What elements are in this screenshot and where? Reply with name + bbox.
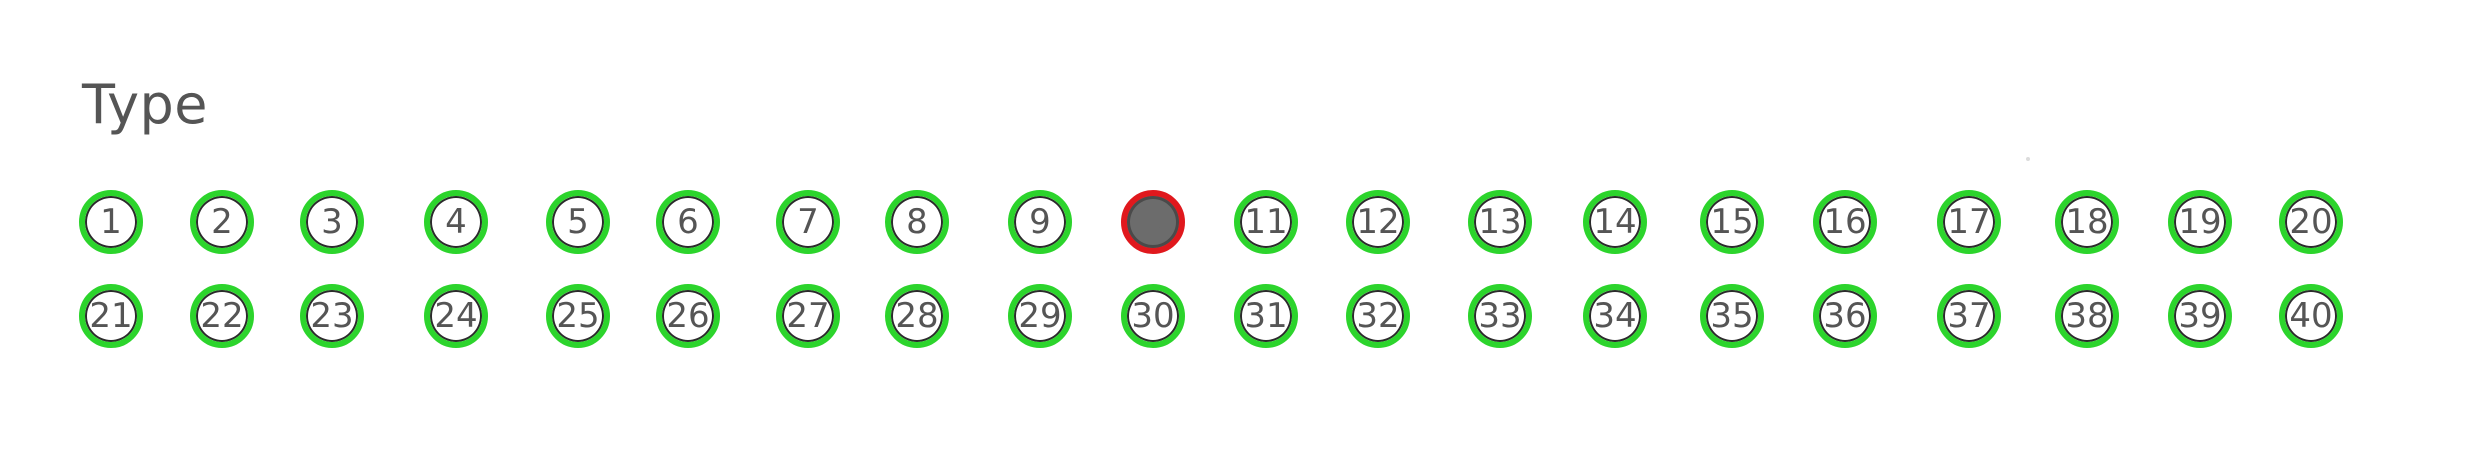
type-option-label: 30 — [1131, 296, 1175, 336]
type-option-label: 25 — [556, 296, 600, 336]
type-option-label: 20 — [2289, 202, 2333, 242]
type-option-39[interactable]: 39 — [2168, 284, 2232, 348]
type-option-34[interactable]: 34 — [1583, 284, 1647, 348]
background-speck — [2026, 157, 2030, 161]
type-option-23[interactable]: 23 — [300, 284, 364, 348]
type-option-label: 35 — [1710, 296, 1754, 336]
type-option-label: 37 — [1947, 296, 1991, 336]
type-option-label: 10 — [1131, 202, 1175, 242]
type-option-label: 5 — [567, 202, 589, 242]
type-option-27[interactable]: 27 — [776, 284, 840, 348]
type-option-9[interactable]: 9 — [1008, 190, 1072, 254]
type-option-25[interactable]: 25 — [546, 284, 610, 348]
type-option-label: 22 — [200, 296, 244, 336]
type-option-17[interactable]: 17 — [1937, 190, 2001, 254]
type-option-19[interactable]: 19 — [2168, 190, 2232, 254]
type-option-15[interactable]: 15 — [1700, 190, 1764, 254]
type-option-26[interactable]: 26 — [656, 284, 720, 348]
type-option-38[interactable]: 38 — [2055, 284, 2119, 348]
type-option-18[interactable]: 18 — [2055, 190, 2119, 254]
type-option-label: 31 — [1244, 296, 1288, 336]
type-option-29[interactable]: 29 — [1008, 284, 1072, 348]
type-option-label: 7 — [797, 202, 819, 242]
type-option-31[interactable]: 31 — [1234, 284, 1298, 348]
type-option-label: 3 — [321, 202, 343, 242]
type-option-7[interactable]: 7 — [776, 190, 840, 254]
type-option-37[interactable]: 37 — [1937, 284, 2001, 348]
type-option-22[interactable]: 22 — [190, 284, 254, 348]
type-option-label: 15 — [1710, 202, 1754, 242]
type-option-label: 6 — [677, 202, 699, 242]
type-option-21[interactable]: 21 — [79, 284, 143, 348]
type-option-label: 18 — [2065, 202, 2109, 242]
type-option-6[interactable]: 6 — [656, 190, 720, 254]
type-option-label: 8 — [906, 202, 928, 242]
type-option-label: 19 — [2178, 202, 2222, 242]
type-option-35[interactable]: 35 — [1700, 284, 1764, 348]
type-option-label: 39 — [2178, 296, 2222, 336]
type-option-20[interactable]: 20 — [2279, 190, 2343, 254]
type-option-label: 12 — [1356, 202, 1400, 242]
type-option-label: 1 — [100, 202, 122, 242]
type-option-label: 21 — [89, 296, 133, 336]
type-heading: Type — [82, 73, 209, 136]
type-option-13[interactable]: 13 — [1468, 190, 1532, 254]
type-option-label: 32 — [1356, 296, 1400, 336]
type-option-40[interactable]: 40 — [2279, 284, 2343, 348]
type-option-5[interactable]: 5 — [546, 190, 610, 254]
type-option-36[interactable]: 36 — [1813, 284, 1877, 348]
type-option-32[interactable]: 32 — [1346, 284, 1410, 348]
type-option-label: 11 — [1244, 202, 1288, 242]
type-option-label: 9 — [1029, 202, 1051, 242]
type-option-28[interactable]: 28 — [885, 284, 949, 348]
type-option-2[interactable]: 2 — [190, 190, 254, 254]
type-option-4[interactable]: 4 — [424, 190, 488, 254]
type-option-10[interactable]: 10 — [1121, 190, 1185, 254]
type-option-3[interactable]: 3 — [300, 190, 364, 254]
type-option-8[interactable]: 8 — [885, 190, 949, 254]
type-option-33[interactable]: 33 — [1468, 284, 1532, 348]
type-option-11[interactable]: 11 — [1234, 190, 1298, 254]
type-option-label: 14 — [1593, 202, 1637, 242]
type-option-label: 34 — [1593, 296, 1637, 336]
type-option-30[interactable]: 30 — [1121, 284, 1185, 348]
type-option-label: 2 — [211, 202, 233, 242]
type-option-label: 4 — [445, 202, 467, 242]
type-option-label: 40 — [2289, 296, 2333, 336]
type-option-label: 29 — [1018, 296, 1062, 336]
type-option-label: 13 — [1478, 202, 1522, 242]
type-option-label: 27 — [786, 296, 830, 336]
type-option-12[interactable]: 12 — [1346, 190, 1410, 254]
type-option-24[interactable]: 24 — [424, 284, 488, 348]
type-option-label: 36 — [1823, 296, 1867, 336]
type-option-label: 16 — [1823, 202, 1867, 242]
type-option-16[interactable]: 16 — [1813, 190, 1877, 254]
type-option-label: 17 — [1947, 202, 1991, 242]
type-option-label: 23 — [310, 296, 354, 336]
type-option-label: 24 — [434, 296, 478, 336]
type-option-1[interactable]: 1 — [79, 190, 143, 254]
type-option-label: 33 — [1478, 296, 1522, 336]
type-option-label: 38 — [2065, 296, 2109, 336]
type-option-label: 26 — [666, 296, 710, 336]
type-option-label: 28 — [895, 296, 939, 336]
type-option-14[interactable]: 14 — [1583, 190, 1647, 254]
